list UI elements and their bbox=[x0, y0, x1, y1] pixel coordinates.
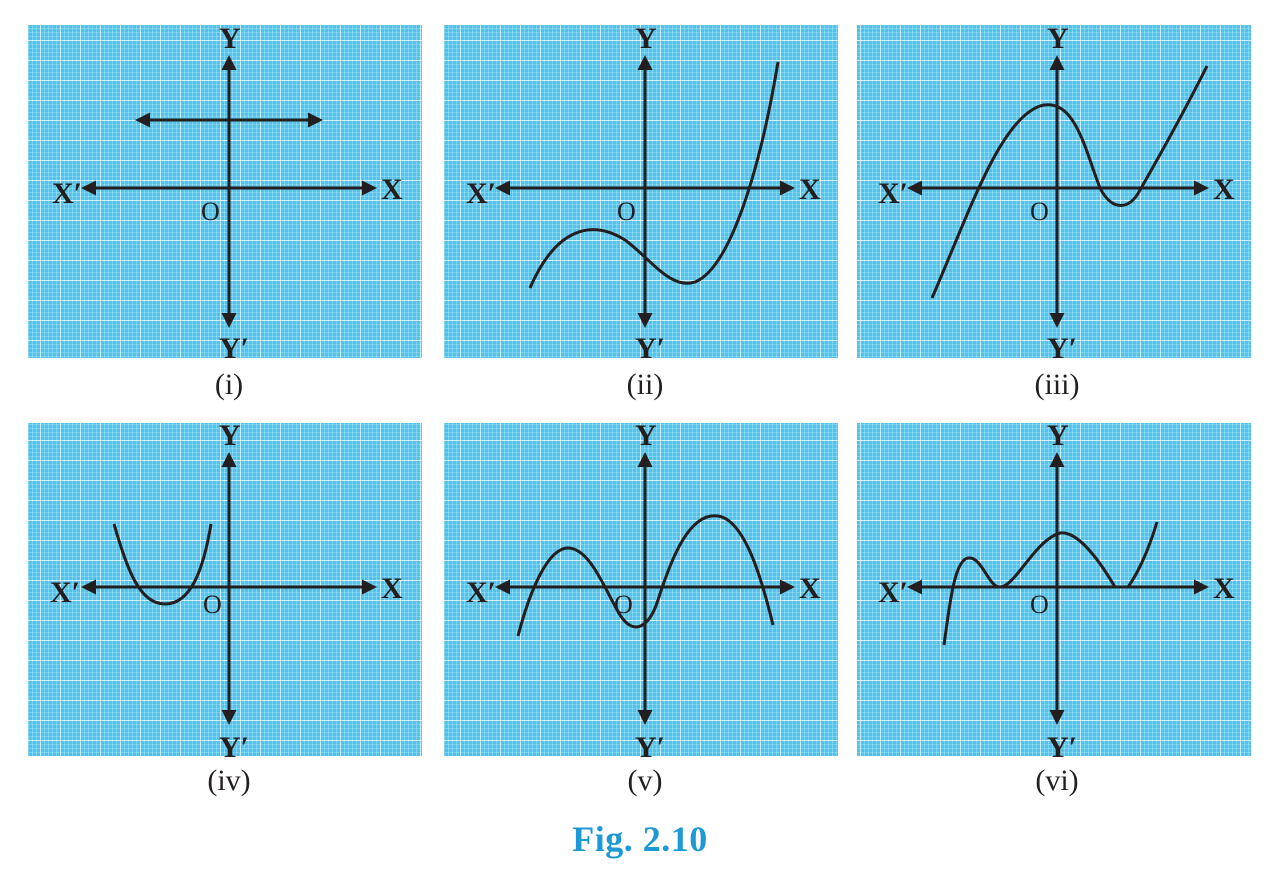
parabola-curve bbox=[112, 523, 213, 606]
origin-label: O bbox=[203, 590, 222, 619]
y-pos-label: Y bbox=[219, 22, 241, 55]
x-neg-label: X′ bbox=[466, 576, 496, 609]
x-neg-label: X′ bbox=[878, 177, 908, 210]
panel-ii: X X′ Y Y′ O (ii) bbox=[444, 22, 838, 401]
cubic-curve-three-roots bbox=[930, 65, 1209, 299]
y-neg-label: Y′ bbox=[1047, 731, 1077, 764]
origin-label: O bbox=[201, 197, 220, 226]
graph-paper-grid bbox=[28, 25, 422, 358]
x-pos-label: X bbox=[799, 173, 821, 206]
cubic-curve bbox=[528, 61, 780, 289]
y-pos-label: Y bbox=[1047, 22, 1069, 55]
y-neg-label: Y′ bbox=[219, 332, 249, 365]
panel-caption: (iii) bbox=[1035, 368, 1080, 401]
y-pos-label: Y bbox=[219, 419, 241, 452]
panel-v: X X′ Y Y′ O (v) bbox=[444, 419, 838, 797]
x-neg-label: X′ bbox=[50, 576, 80, 609]
quartic-curve bbox=[516, 514, 775, 637]
x-neg-label: X′ bbox=[878, 576, 908, 609]
panel-caption: (i) bbox=[215, 368, 243, 401]
graph-paper-grid bbox=[857, 25, 1251, 358]
graph-paper-grid bbox=[444, 25, 838, 358]
x-pos-label: X bbox=[381, 572, 403, 605]
y-neg-label: Y′ bbox=[219, 731, 249, 764]
origin-label: O bbox=[1030, 197, 1049, 226]
origin-label: O bbox=[614, 590, 633, 619]
touching-curve bbox=[942, 521, 1159, 646]
panel-caption: (ii) bbox=[627, 368, 664, 401]
figure-caption: Fig. 2.10 bbox=[572, 819, 708, 859]
figure-canvas: X X′ Y Y′ O (i) X X′ Y Y′ O (ii) X X′ Y … bbox=[28, 22, 1251, 797]
origin-label: O bbox=[617, 197, 636, 226]
panel-caption: (v) bbox=[628, 764, 663, 797]
x-pos-label: X bbox=[1213, 572, 1235, 605]
graph-paper-grid bbox=[444, 423, 838, 756]
y-neg-label: Y′ bbox=[635, 731, 665, 764]
y-pos-label: Y bbox=[635, 22, 657, 55]
x-neg-label: X′ bbox=[52, 177, 82, 210]
x-neg-label: X′ bbox=[466, 177, 496, 210]
panel-vi: X X′ Y Y′ O (vi) bbox=[857, 419, 1251, 797]
y-pos-label: Y bbox=[1047, 419, 1069, 452]
panel-iii: X X′ Y Y′ O (iii) bbox=[857, 22, 1251, 401]
x-pos-label: X bbox=[381, 173, 403, 206]
y-neg-label: Y′ bbox=[1047, 332, 1077, 365]
y-pos-label: Y bbox=[635, 419, 657, 452]
x-pos-label: X bbox=[799, 572, 821, 605]
panel-iv: X X′ Y Y′ O (iv) bbox=[28, 419, 422, 797]
x-pos-label: X bbox=[1213, 173, 1235, 206]
y-neg-label: Y′ bbox=[635, 332, 665, 365]
panel-i: X X′ Y Y′ O (i) bbox=[28, 22, 422, 401]
panel-caption: (vi) bbox=[1035, 764, 1078, 797]
origin-label: O bbox=[1030, 590, 1049, 619]
panel-caption: (iv) bbox=[207, 764, 250, 797]
graph-paper-grid bbox=[857, 423, 1251, 756]
graph-paper-grid bbox=[28, 423, 422, 756]
